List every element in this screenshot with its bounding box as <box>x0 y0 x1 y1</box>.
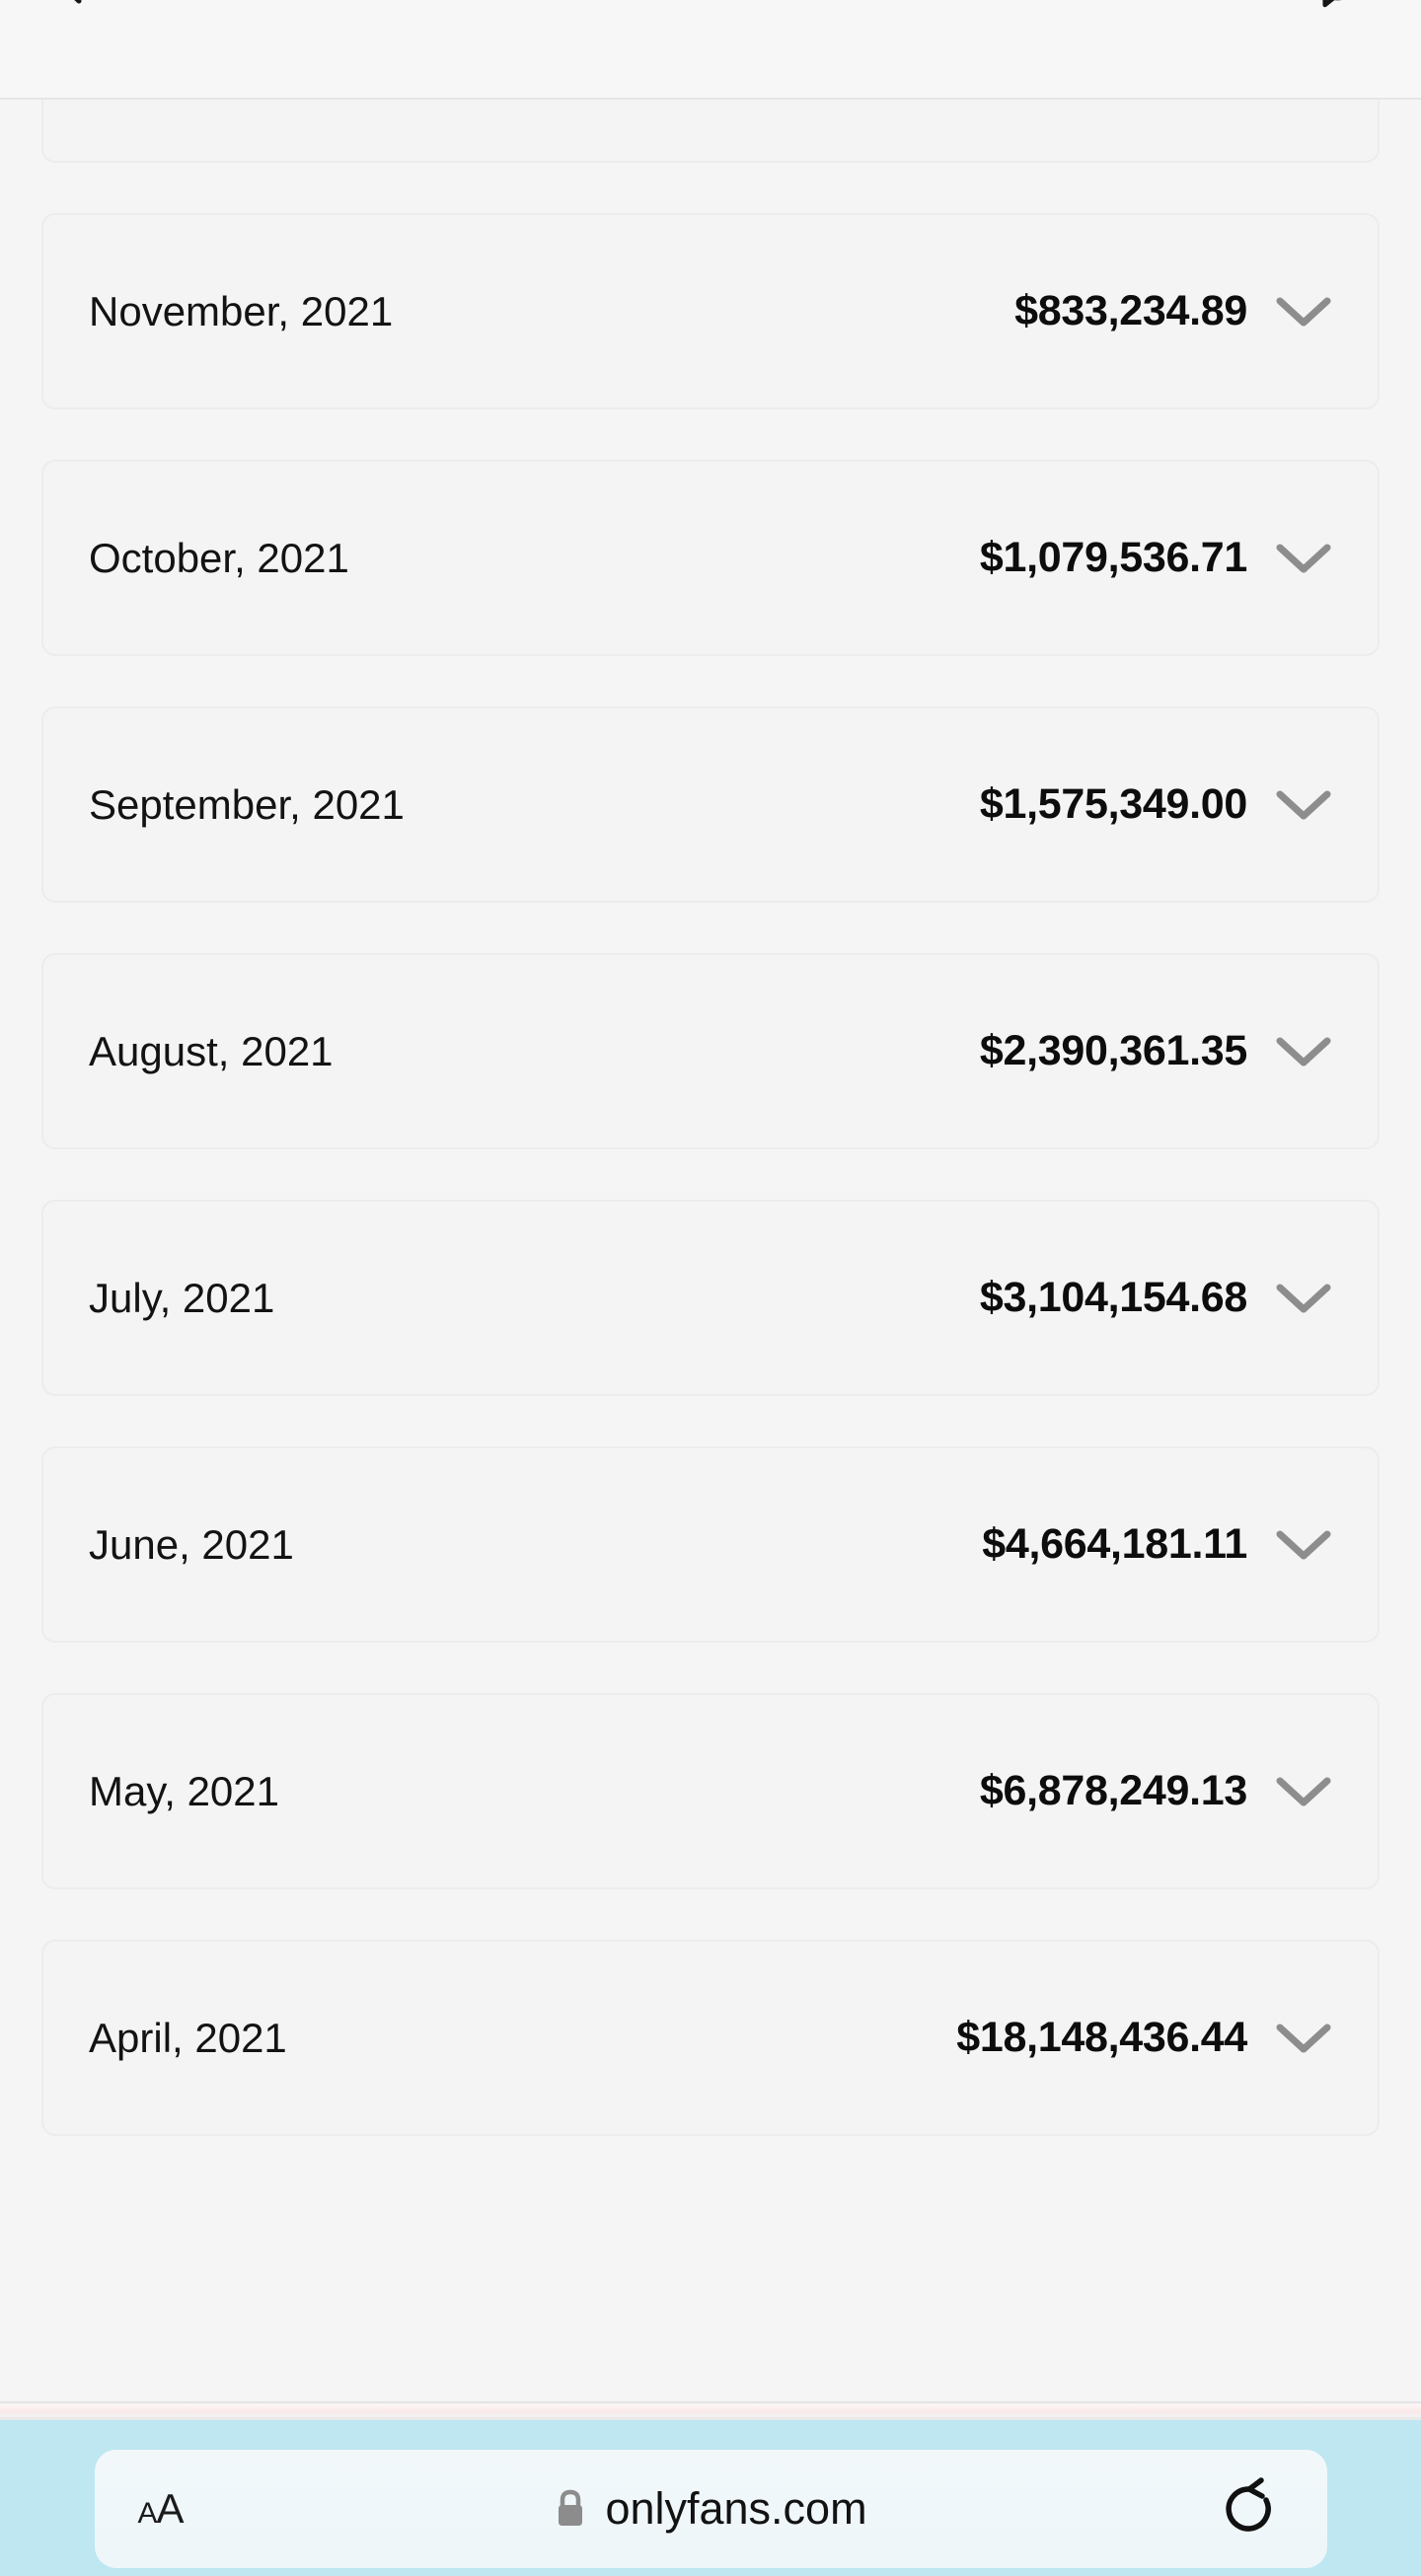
statement-month: April, 2021 <box>89 2014 287 2061</box>
text-size-small-a: A <box>137 2497 158 2530</box>
page-bottom-edge <box>0 2404 1421 2417</box>
chevron-down-icon[interactable] <box>1247 294 1332 330</box>
statement-month: October, 2021 <box>89 534 349 581</box>
chevron-down-icon[interactable] <box>1247 2021 1332 2056</box>
statement-row[interactable]: October, 2021 $1,079,536.71 <box>41 460 1380 656</box>
statement-row[interactable]: September, 2021 $1,575,349.00 <box>41 706 1380 903</box>
statement-amount: $4,664,181.11 <box>982 1520 1247 1568</box>
statement-amount: $6,878,249.13 <box>979 1767 1247 1814</box>
info-bubble-icon <box>1322 0 1342 8</box>
statement-amount: $3,104,154.68 <box>979 1274 1247 1321</box>
chevron-down-icon[interactable] <box>1247 541 1332 576</box>
statement-row[interactable]: July, 2021 $3,104,154.68 <box>41 1200 1380 1396</box>
statement-month: July, 2021 <box>89 1274 275 1321</box>
page-title: STATEMENTS <box>99 0 1293 10</box>
statement-month: May, 2021 <box>89 1767 279 1814</box>
statement-month: August, 2021 <box>89 1027 334 1074</box>
app-header: STATEMENTS <box>0 0 1421 100</box>
url-display: onlyfans.com <box>95 2483 1327 2535</box>
chevron-down-icon[interactable] <box>1247 787 1332 823</box>
statements-list[interactable]: November, 2021 $833,234.89 October, 2021… <box>0 100 1421 2401</box>
statement-row-clipped[interactable] <box>41 100 1380 163</box>
browser-toolbar: AA onlyfans.com <box>0 2417 1421 2576</box>
statement-amount: $833,234.89 <box>1014 287 1247 334</box>
statement-row[interactable]: August, 2021 $2,390,361.35 <box>41 953 1380 1149</box>
statement-month: September, 2021 <box>89 780 405 828</box>
chevron-down-icon[interactable] <box>1247 1774 1332 1809</box>
chevron-down-icon[interactable] <box>1247 1034 1332 1069</box>
reload-icon <box>1225 2477 1271 2532</box>
address-bar[interactable]: AA onlyfans.com <box>94 2450 1327 2568</box>
lock-icon <box>559 2489 583 2526</box>
statement-amount: $2,390,361.35 <box>979 1027 1247 1074</box>
statement-month: November, 2021 <box>89 287 394 334</box>
statement-month: June, 2021 <box>89 1520 294 1568</box>
url-text: onlyfans.com <box>605 2483 867 2534</box>
text-size-button[interactable]: AA <box>137 2485 185 2533</box>
statement-row[interactable]: May, 2021 $6,878,249.13 <box>41 1693 1380 1889</box>
chevron-down-icon[interactable] <box>1247 1527 1332 1563</box>
text-size-large-a: A <box>156 2485 185 2532</box>
header-row: STATEMENTS <box>0 0 1421 28</box>
statement-row[interactable]: June, 2021 $4,664,181.11 <box>41 1446 1380 1643</box>
info-button[interactable] <box>1293 0 1382 28</box>
reload-button[interactable] <box>1215 2474 1284 2543</box>
statement-amount: $1,079,536.71 <box>979 534 1247 581</box>
chevron-down-icon[interactable] <box>1247 1281 1332 1316</box>
statement-row[interactable]: April, 2021 $18,148,436.44 <box>41 1940 1380 2136</box>
statement-amount: $1,575,349.00 <box>979 780 1247 828</box>
statement-amount: $18,148,436.44 <box>956 2014 1247 2061</box>
statement-row[interactable]: November, 2021 $833,234.89 <box>41 213 1380 409</box>
